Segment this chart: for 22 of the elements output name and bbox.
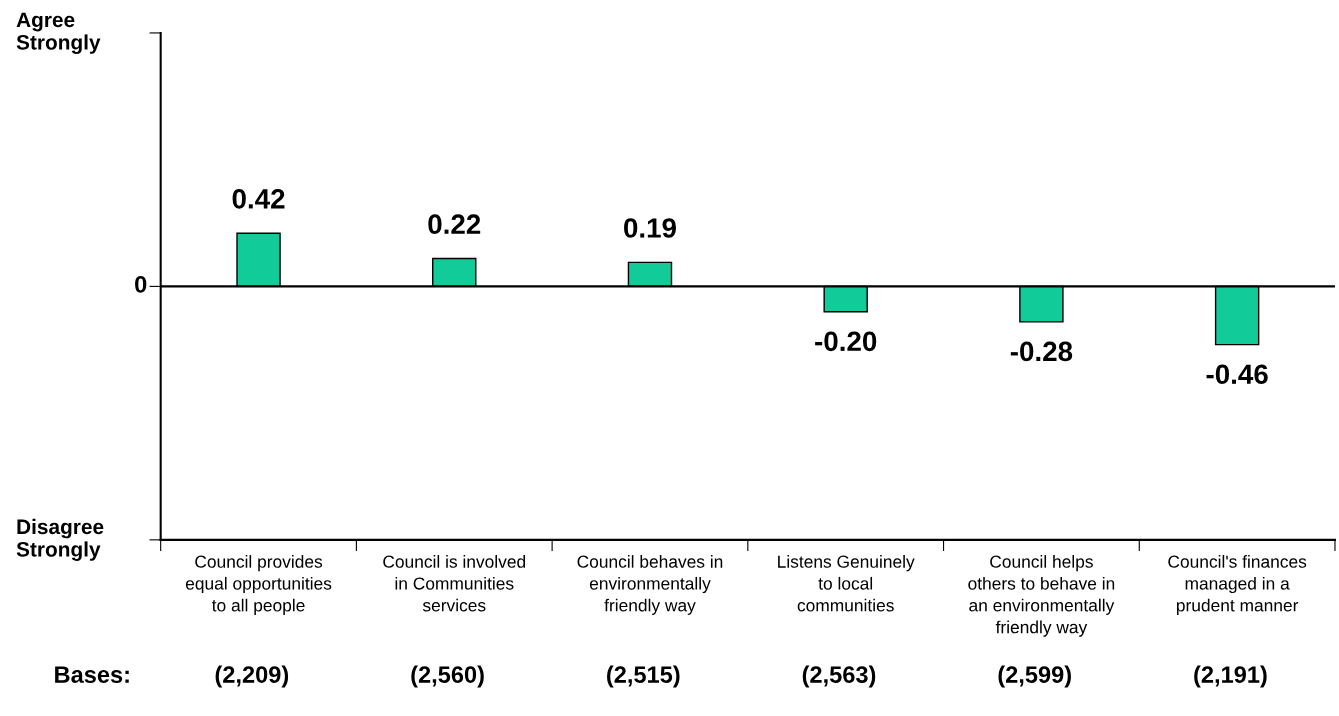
data-label: -0.28	[1010, 341, 1073, 362]
data-label: 0.19	[624, 218, 676, 238]
text: Disagree Strongly	[16, 518, 104, 561]
x-tick-label: Council helps others to behave in an environmentally friendly way	[968, 555, 1115, 637]
x-tick-label: Council's finances managed in a prudent manner	[1168, 555, 1307, 615]
x-tick-label: Council behaves in environmentally friendly way	[577, 555, 723, 615]
text: 0	[135, 276, 147, 293]
x-tick-label: Council is involved in Communities services	[383, 555, 526, 612]
text: (2,191)	[1194, 665, 1267, 688]
data-label: -0.46	[1206, 364, 1268, 385]
text: (2,599)	[998, 665, 1071, 688]
x-tick-label: Listens Genuinely to local communities	[778, 555, 915, 612]
text: Agree Strongly	[16, 12, 101, 54]
data-label: 0.22	[428, 214, 481, 235]
data-label: -0.20	[815, 331, 877, 352]
text: (2,209)	[215, 665, 289, 688]
text: (2,560)	[411, 665, 484, 688]
x-tick-label: Council provides equal opportunities to all people	[185, 555, 332, 615]
text: Bases:	[55, 666, 129, 683]
data-label: 0.42	[232, 189, 285, 209]
text: (2,563)	[802, 665, 876, 688]
text: (2,515)	[607, 665, 680, 688]
